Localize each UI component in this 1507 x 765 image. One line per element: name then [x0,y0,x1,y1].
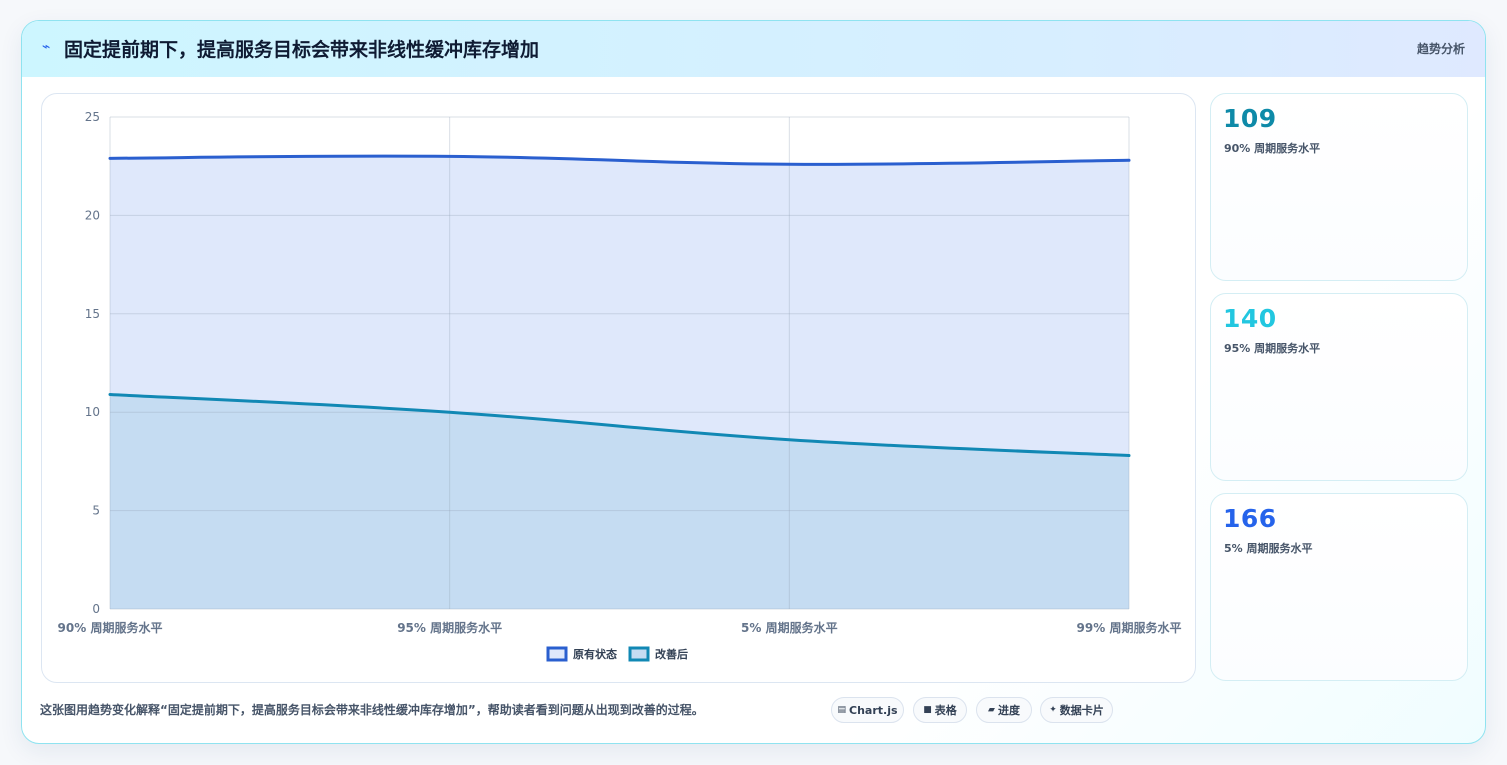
chart-panel: 0 5 10 15 20 25 90% 周期服务水平 95% 周期服务水平 5% 周期服务水平 9… [41,93,1196,683]
legend-label-1: 原有状态 [573,647,617,661]
sparkline-icon: ⌁ [42,39,51,55]
chip-label: Chart.js [849,703,898,717]
stat-card-3: 166 5% 周期服务水平 [1210,493,1468,681]
x-tick-label: 99% 周期服务水平 [1077,620,1182,635]
page-title: 固定提前期下，提高服务目标会带来非线性缓冲库存增加 [64,39,540,61]
stat-value: 140 [1223,304,1277,333]
progress-icon: ▰ [988,705,995,715]
stat-label: 5% 周期服务水平 [1224,542,1313,555]
y-tick-label: 20 [85,208,100,222]
stat-value: 109 [1223,104,1277,133]
area-chart: 0 5 10 15 20 25 90% 周期服务水平 95% 周期服务水平 5% 周期服务水平 9… [58,110,1182,662]
legend-label-2: 改善后 [655,647,688,661]
chip-table[interactable]: ■ 表格 [913,697,967,723]
y-tick-label: 5 [92,504,100,518]
x-tick-label: 90% 周期服务水平 [58,620,163,635]
series-line-2 [108,392,1131,457]
chip-label: 数据卡片 [1059,704,1104,717]
header-tag: 趋势分析 [1416,42,1465,56]
stat-label: 95% 周期服务水平 [1224,342,1321,355]
legend-swatch-2 [628,646,650,662]
card-header: ⌁ 固定提前期下，提高服务目标会带来非线性缓冲库存增加 趋势分析 [22,21,1485,77]
chart-caption: 这张图用趋势变化解释“固定提前期下，提高服务目标会带来非线性缓冲库存增加”，帮助… [40,703,704,717]
x-tick-label: 5% 周期服务水平 [741,620,838,635]
stat-card-2: 140 95% 周期服务水平 [1210,293,1468,481]
series-area-2 [110,394,1129,609]
chip-data-cards[interactable]: ✦ 数据卡片 [1040,697,1113,723]
table-icon: ■ [923,705,932,715]
y-tick-label: 10 [85,405,100,419]
y-tick-label: 0 [92,602,100,616]
chip-chartjs[interactable]: ▤ Chart.js [831,697,904,723]
x-tick-label: 95% 周期服务水平 [397,620,502,635]
stat-card-1: 109 90% 周期服务水平 [1210,93,1468,281]
series-line-1 [108,154,1131,166]
stat-value: 166 [1223,504,1277,533]
chip-label: 表格 [934,704,957,717]
sparkle-icon: ✦ [1049,705,1057,715]
legend-swatch-1 [546,646,568,662]
dashboard-card: ⌁ 固定提前期下，提高服务目标会带来非线性缓冲库存增加 趋势分析 0 5 10 15 2… [21,20,1486,744]
chip-progress[interactable]: ▰ 进度 [976,697,1032,723]
y-tick-label: 15 [85,307,100,321]
chart-icon: ▤ [837,705,846,715]
stat-label: 90% 周期服务水平 [1224,142,1321,155]
y-tick-label: 25 [85,110,100,124]
chip-label: 进度 [997,704,1020,717]
